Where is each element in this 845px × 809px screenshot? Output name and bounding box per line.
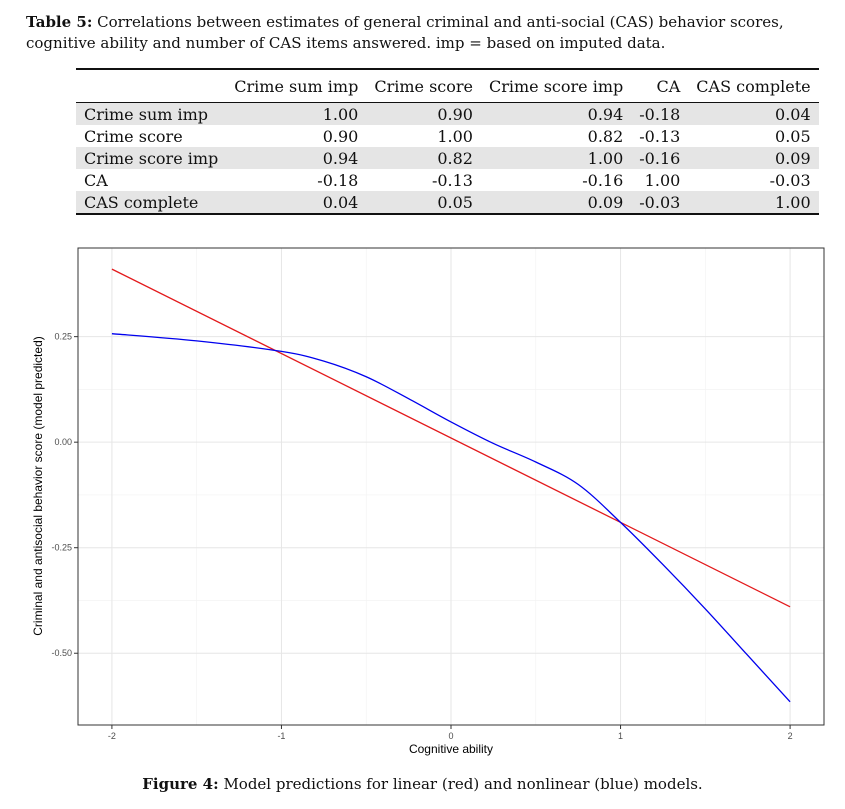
model-prediction-chart: -2 -1 0 1 2 0.25 0.00 -0.25 -0.50 Cognitive abil…: [31, 247, 825, 756]
table-cell: 0.04: [775, 105, 811, 124]
y-tick-label: -0.50: [51, 648, 72, 658]
row-label: CA: [84, 171, 108, 190]
header-cell: Crime score: [374, 77, 473, 96]
tick-layer: -2 -1 0 1 2 0.25 0.00 -0.25 -0.50: [51, 332, 792, 741]
table-row: CA -0.18 -0.13 -0.16 1.00 -0.03: [76, 169, 819, 191]
y-tick-label: -0.25: [51, 543, 72, 553]
table-cell: -0.16: [582, 171, 624, 190]
table-cell: -0.03: [769, 171, 811, 190]
table-cell: 0.05: [437, 193, 473, 212]
table-row: Crime sum imp 1.00 0.90 0.94 -0.18 0.04: [76, 102, 819, 125]
table-row: Crime score imp 0.94 0.82 1.00 -0.16 0.0…: [76, 147, 819, 169]
table-caption: Table 5: Correlations between estimates …: [26, 12, 836, 54]
row-label: Crime score imp: [84, 149, 219, 168]
table-cell: 1.00: [775, 193, 811, 212]
table-cell: 0.82: [437, 149, 473, 168]
table-cell: -0.13: [431, 171, 473, 190]
table-caption-text: Correlations between estimates of genera…: [26, 13, 784, 52]
y-tick-label: 0.25: [54, 332, 72, 342]
table-header-row: Crime sum imp Crime score Crime score im…: [76, 69, 819, 103]
figure-caption-text: Model predictions for linear (red) and n…: [223, 775, 703, 793]
header-cell: CAS complete: [696, 77, 811, 96]
table-caption-label: Table 5:: [26, 13, 93, 31]
table-cell: -0.18: [639, 105, 681, 124]
table-cell: 1.00: [587, 149, 624, 168]
nonlinear-model-line: [111, 333, 791, 703]
table-cell: 0.90: [437, 105, 473, 124]
x-tick-label: 0: [448, 731, 453, 741]
table-cell: -0.13: [639, 127, 681, 146]
table-cell: -0.16: [639, 149, 681, 168]
row-label: CAS complete: [84, 193, 199, 212]
x-tick-label: 1: [618, 731, 623, 741]
table-cell: 0.09: [775, 149, 811, 168]
table-cell: 0.09: [587, 193, 624, 212]
table-cell: 0.90: [322, 127, 359, 146]
x-tick-label: -2: [108, 731, 116, 741]
table-cell: 1.00: [644, 171, 681, 190]
header-cell: Crime sum imp: [234, 77, 359, 96]
header-cell: CA: [656, 77, 681, 96]
table-cell: 0.04: [322, 193, 359, 212]
y-tick-label: 0.00: [54, 437, 72, 447]
grid-layer: [78, 248, 824, 725]
table-cell: 1.00: [437, 127, 473, 146]
y-axis-label: Criminal and antisocial behavior score (…: [31, 336, 45, 635]
table-cell: 0.05: [775, 127, 811, 146]
table-cell: 1.00: [322, 105, 359, 124]
table-cell: 0.94: [322, 149, 359, 168]
header-cell: [76, 69, 226, 103]
table-cell: 0.82: [587, 127, 624, 146]
figure-caption-label: Figure 4:: [142, 775, 219, 793]
table-cell: -0.18: [317, 171, 359, 190]
x-tick-label: 2: [788, 731, 793, 741]
x-axis-label: Cognitive ability: [409, 742, 493, 756]
correlation-table: Crime sum imp Crime score Crime score im…: [76, 68, 819, 215]
header-cell: Crime score imp: [488, 77, 624, 96]
row-label: Crime score: [84, 127, 183, 146]
linear-model-line: [111, 268, 791, 608]
x-tick-label: -1: [277, 731, 285, 741]
figure-caption: Figure 4: Model predictions for linear (…: [0, 775, 845, 793]
table-row: CAS complete 0.04 0.05 0.09 -0.03 1.00: [76, 191, 819, 214]
table-cell: 0.94: [587, 105, 624, 124]
row-label: Crime sum imp: [84, 105, 209, 124]
table-row: Crime score 0.90 1.00 0.82 -0.13 0.05: [76, 125, 819, 147]
series-layer: [111, 268, 791, 703]
table-cell: -0.03: [639, 193, 681, 212]
